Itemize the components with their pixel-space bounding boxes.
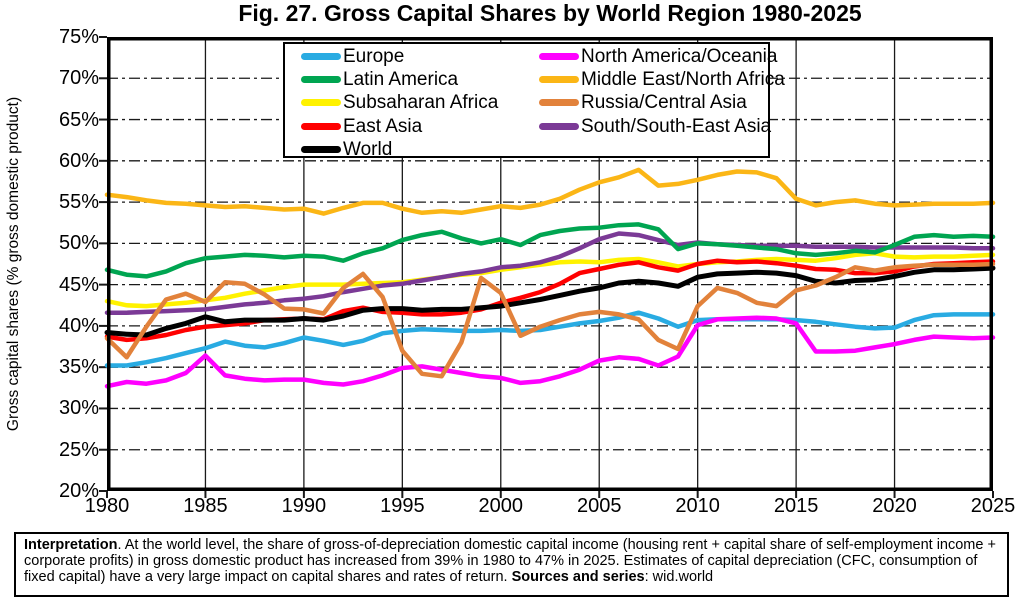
series-line-north-america-oceania — [104, 315, 996, 389]
x-tick-label: 2005 — [576, 495, 622, 517]
legend-label: Latin America — [343, 69, 459, 91]
sources-value: : wid.world — [644, 569, 714, 586]
legend-label: South/South-East Asia — [581, 115, 772, 137]
legend-label: Russia/Central Asia — [581, 92, 747, 114]
chart-legend: Europe Latin America Subsaharan Africa East… — [283, 42, 785, 161]
legend-item-europe: Europe — [301, 45, 498, 68]
x-tick-label: 1995 — [380, 495, 425, 517]
legend-item-middle-east-north-africa: Middle East/North Africa — [539, 68, 785, 91]
legend-item-east-asia: East Asia — [301, 115, 498, 138]
x-tick-label: 1985 — [183, 495, 228, 517]
series-line-middle-east-north-africa — [104, 167, 996, 216]
chart-plot-area — [99, 36, 996, 498]
y-tick-label: 60% — [58, 149, 99, 172]
legend-item-subsaharan-africa: Subsaharan Africa — [301, 91, 498, 114]
legend-swatch-middle-east-north-africa — [539, 76, 579, 84]
legend-swatch-russia-central-asia — [539, 99, 579, 107]
interpretation-heading: Interpretation — [24, 537, 118, 553]
legend-column-right: North America/Oceania Middle East/North A… — [539, 45, 785, 138]
y-tick-label: 55% — [58, 191, 99, 214]
legend-swatch-north-america-oceania — [539, 53, 579, 61]
interpretation-box: Interpretation. At the world level, the … — [14, 532, 1009, 597]
x-tick-label: 2010 — [675, 495, 720, 517]
series-line-russia-central-asia — [104, 261, 996, 379]
y-tick-label: 70% — [58, 67, 99, 90]
series-line-subsaharan-africa — [104, 251, 996, 309]
series-line-south-south-east-asia — [104, 231, 996, 315]
figure-title: Fig. 27. Gross Capital Shares by World R… — [238, 0, 862, 26]
legend-item-south-south-east-asia: South/South-East Asia — [539, 115, 785, 138]
legend-label: World — [343, 138, 393, 160]
x-tick-label: 2020 — [872, 495, 917, 517]
x-tick-label: 2025 — [970, 495, 1016, 517]
y-tick-label: 75% — [58, 26, 99, 48]
legend-label: Middle East/North Africa — [581, 69, 785, 91]
x-tick-label: 2000 — [478, 495, 524, 517]
legend-label: East Asia — [343, 115, 423, 137]
y-tick-label: 20% — [58, 480, 99, 502]
y-tick-label: 35% — [58, 356, 99, 379]
sources-label: Sources and series — [511, 569, 645, 586]
x-tick-label: 1980 — [84, 495, 130, 517]
legend-swatch-latin-america — [301, 76, 341, 84]
y-axis-title: Gross capital shares (% gross domestic p… — [5, 96, 22, 432]
x-tick-label: 2015 — [773, 495, 819, 517]
y-tick-label: 40% — [58, 314, 99, 337]
legend-item-latin-america: Latin America — [301, 68, 498, 91]
y-tick-label: 50% — [58, 232, 99, 255]
legend-label: Subsaharan Africa — [343, 92, 499, 114]
legend-item-north-america-oceania: North America/Oceania — [539, 45, 785, 68]
legend-swatch-europe — [301, 53, 341, 61]
interpretation-body: . At the world level, the share of gross… — [24, 537, 996, 586]
legend-swatch-east-asia — [301, 122, 341, 130]
legend-item-world: World — [301, 138, 498, 161]
legend-swatch-world — [301, 145, 341, 153]
x-tick-label: 1990 — [281, 495, 327, 517]
y-tick-label: 25% — [58, 438, 99, 461]
plot-frame — [107, 37, 993, 491]
series-line-world — [104, 265, 996, 338]
legend-label: North America/Oceania — [581, 46, 778, 68]
y-tick-label: 45% — [58, 273, 99, 296]
legend-column-left: Europe Latin America Subsaharan Africa East… — [301, 45, 498, 161]
legend-label: Europe — [343, 46, 405, 68]
y-tick-label: 30% — [58, 397, 99, 420]
legend-swatch-south-south-east-asia — [539, 122, 579, 130]
series-line-latin-america — [104, 222, 996, 279]
y-tick-label: 65% — [58, 108, 99, 131]
series-line-europe — [104, 310, 996, 368]
legend-swatch-subsaharan-africa — [301, 99, 341, 107]
legend-item-russia-central-asia: Russia/Central Asia — [539, 91, 785, 114]
